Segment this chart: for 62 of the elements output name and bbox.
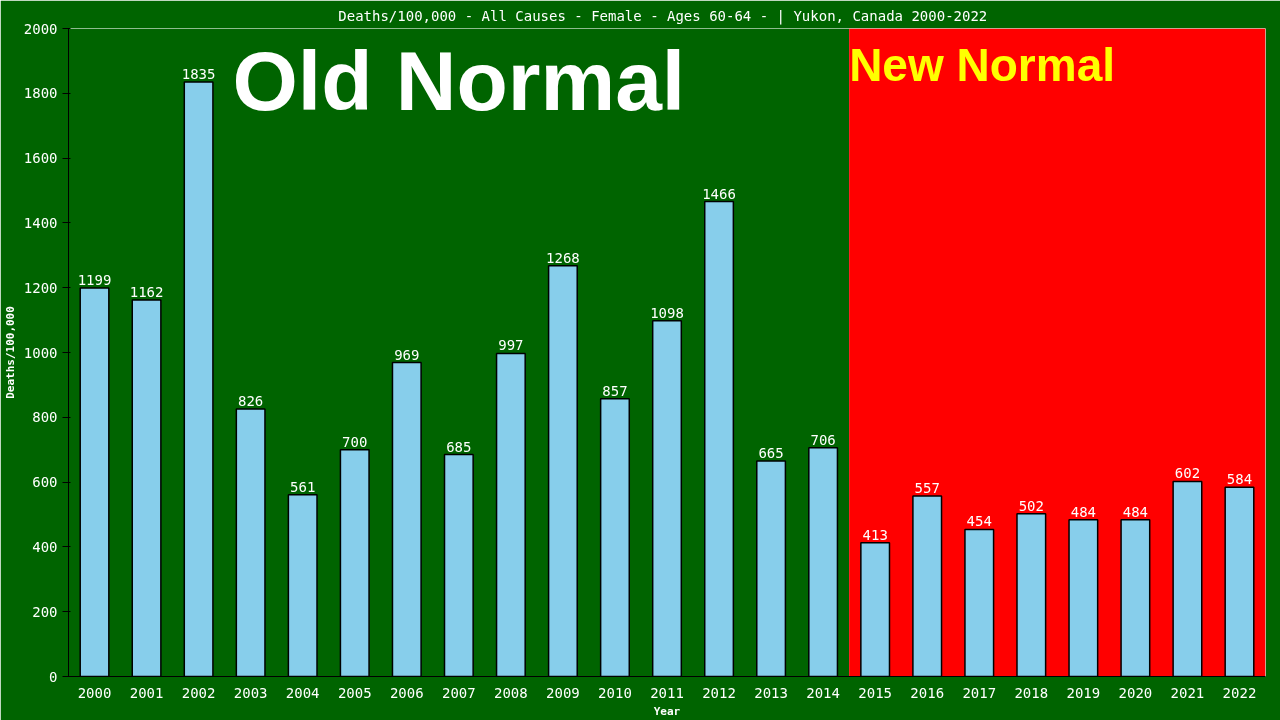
x-axis-title: Year [653,704,681,718]
data-label: 1162 [129,284,164,301]
x-tick-label: 2015 [858,684,893,701]
x-tick-label: 2003 [233,684,268,701]
data-label: 454 [966,513,992,530]
data-label: 1098 [650,304,684,321]
x-tick-label: 2022 [1222,684,1257,701]
data-label: 857 [602,382,628,399]
x-tick-label: 2008 [494,684,528,701]
y-tick-label: 2000 [23,20,58,37]
data-label: 413 [862,526,888,543]
y-tick-label: 200 [32,603,58,620]
y-tick-label: 1200 [23,279,58,296]
x-tick-label: 2018 [1014,684,1049,701]
y-tick-label: 600 [32,474,58,491]
data-label: 1466 [702,185,736,202]
x-tick-label: 2010 [598,684,632,701]
x-tick-label: 2019 [1066,684,1101,701]
data-label: 826 [238,392,264,409]
y-tick-label: 0 [49,668,58,685]
data-label: 584 [1226,471,1253,488]
x-tick-label: 2020 [1118,684,1153,701]
data-label: 685 [446,438,472,455]
data-label: 484 [1070,503,1096,520]
x-tick-label: 2013 [754,684,788,701]
data-label: 561 [290,478,316,495]
x-tick-label: 2016 [910,684,945,701]
data-label: 997 [498,337,524,354]
x-tick-label: 2007 [441,684,476,701]
x-tick-label: 2011 [650,684,684,701]
x-tick-label: 2004 [285,684,320,701]
y-axis-title: Deaths/100,000 [3,306,17,399]
data-label: 502 [1018,497,1044,514]
data-label: 665 [758,445,784,462]
y-tick-label: 1600 [23,150,58,167]
x-tick-label: 2021 [1170,684,1205,701]
x-tick-label: 2001 [129,684,164,701]
x-tick-label: 2006 [389,684,424,701]
x-tick-label: 2005 [337,684,372,701]
data-label: 1199 [77,272,112,289]
x-tick-label: 2009 [546,684,580,701]
x-tick-label: 2000 [77,684,112,701]
x-tick-label: 2002 [181,684,216,701]
data-label: 602 [1174,465,1201,482]
x-tick-label: 2017 [962,684,997,701]
x-tick-label: 2014 [806,684,840,701]
band-label: New Normal [849,38,1116,91]
data-label: 700 [342,433,368,450]
y-tick-label: 1000 [23,344,58,361]
data-label: 484 [1122,503,1149,520]
y-tick-label: 1400 [23,214,58,231]
data-label: 557 [914,480,940,497]
x-tick-label: 2012 [702,684,736,701]
data-label: 1835 [181,65,216,82]
band-label: Old Normal [232,33,686,128]
data-label: 1268 [546,249,580,266]
y-tick-label: 800 [32,409,58,426]
data-label: 706 [810,431,836,448]
y-tick-label: 1800 [23,85,58,102]
chart-title: Deaths/100,000 - All Causes - Female - Ages 60-64 - | Yukon, Canada 2000-2022 [338,7,988,25]
data-label: 969 [394,346,420,363]
y-tick-label: 400 [32,538,58,555]
